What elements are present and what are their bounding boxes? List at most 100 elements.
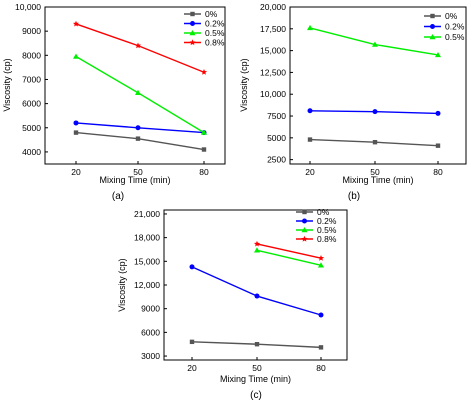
series-0% (189, 339, 324, 350)
series-0.8% (253, 240, 325, 261)
data-point (372, 41, 378, 47)
data-point (435, 51, 441, 58)
y-tick-label: 12,500 (260, 67, 286, 77)
data-point (307, 108, 313, 114)
data-point (435, 110, 441, 116)
data-point (372, 139, 378, 145)
series-0.2% (189, 264, 324, 318)
data-point (200, 69, 208, 75)
y-tick-label: 10,000 (15, 2, 41, 12)
legend-item: 0% (184, 9, 218, 19)
legend-label: 0.5% (205, 28, 225, 38)
y-tick-label: 4000 (22, 147, 41, 157)
y-tick-label: 5000 (22, 123, 41, 133)
legend-item: 0% (424, 11, 458, 21)
data-point (73, 130, 79, 135)
series-0.8% (72, 20, 208, 75)
y-tick-label: 9000 (141, 304, 160, 314)
legend-marker (189, 30, 196, 36)
y-tick-label: 2500 (267, 155, 286, 165)
data-point (307, 137, 313, 142)
legend-marker (430, 24, 435, 29)
legend-item: 0.2% (184, 19, 225, 29)
data-point (135, 89, 141, 95)
data-point (73, 53, 79, 59)
x-tick-label: 80 (199, 167, 209, 177)
chart-panel-2: 2500 5000 7500 10,000 12,500 15,000 17,500 20,0… (239, 2, 467, 202)
y-tick-label: 3000 (141, 351, 160, 361)
legend-label: 0.2% (205, 19, 225, 29)
x-axis-title: Mixing Time (min) (99, 175, 170, 185)
data-point (318, 262, 324, 268)
data-point (73, 120, 79, 126)
data-point (135, 125, 141, 131)
legend-label: 0.2% (445, 22, 465, 32)
legend-marker (189, 39, 196, 46)
panel-label: (a) (112, 191, 124, 202)
data-point (254, 293, 260, 299)
y-tick-label: 20,000 (260, 2, 286, 12)
x-axis-title: Mixing Time (min) (220, 374, 291, 384)
legend-marker (190, 21, 195, 26)
y-tick-label: 15,000 (260, 46, 286, 56)
data-point (372, 109, 378, 115)
series-line (309, 27, 439, 56)
panel-label: (c) (250, 390, 262, 401)
legend-label: 0.2% (317, 216, 337, 226)
data-point (201, 129, 207, 135)
data-point (72, 20, 80, 27)
legend-label: 0% (205, 9, 218, 19)
series-line (256, 249, 322, 266)
data-point (318, 345, 324, 350)
legend-item: 0.2% (296, 216, 337, 226)
y-axis-title: Viscosity (cp) (2, 58, 12, 111)
x-tick-label: 80 (316, 363, 326, 373)
data-point (254, 342, 260, 347)
series-line (256, 243, 322, 259)
y-axis-title: Viscosity (cp) (239, 58, 249, 111)
legend-item: 0.5% (296, 225, 337, 235)
y-tick-label: 21,000 (134, 209, 160, 219)
legend-item: 0.8% (296, 234, 337, 244)
data-point (254, 247, 260, 253)
legend-item: 0.5% (424, 32, 465, 42)
legend-marker (301, 235, 308, 242)
legend-label: 0.8% (205, 38, 225, 48)
series-0.5% (73, 53, 207, 135)
data-point (318, 312, 324, 318)
series-line (75, 131, 205, 151)
legend-label: 0% (317, 207, 330, 217)
y-tick-label: 6000 (22, 99, 41, 109)
legend-marker (429, 34, 436, 40)
series-0.5% (254, 247, 324, 268)
panel-label: (b) (348, 191, 360, 202)
series-line (75, 23, 205, 73)
series-0.5% (307, 24, 441, 58)
x-tick-label: 50 (252, 363, 262, 373)
y-tick-label: 5000 (267, 133, 286, 143)
legend-marker (430, 13, 435, 19)
legend-marker (302, 218, 307, 224)
x-tick-label: 80 (433, 167, 443, 177)
data-point (135, 136, 141, 141)
data-point (189, 264, 195, 270)
x-tick-label: 20 (305, 167, 315, 177)
plot-frame (289, 6, 467, 165)
chart-panel-1: 4000 5000 6000 7000 8000 9000 10,000 20 50 80 Mixi… (2, 2, 226, 202)
data-point (253, 240, 261, 247)
x-tick-label: 50 (370, 167, 380, 177)
legend-label: 0.5% (445, 32, 465, 42)
y-tick-label: 10,000 (260, 89, 286, 99)
series-line (191, 266, 322, 316)
plot-frame (44, 6, 226, 165)
x-axis-title: Mixing Time (min) (342, 175, 413, 185)
chart-panel-3: 3000 6000 9000 12,000 15,000 18,000 21,000 20 50… (117, 207, 348, 401)
y-tick-label: 6000 (141, 327, 160, 337)
x-tick-label: 20 (71, 167, 81, 177)
y-tick-label: 18,000 (134, 233, 160, 243)
legend-marker (190, 11, 195, 17)
y-tick-label: 12,000 (134, 280, 160, 290)
legend-label: 0.8% (317, 234, 337, 244)
x-tick-label: 50 (133, 167, 143, 177)
